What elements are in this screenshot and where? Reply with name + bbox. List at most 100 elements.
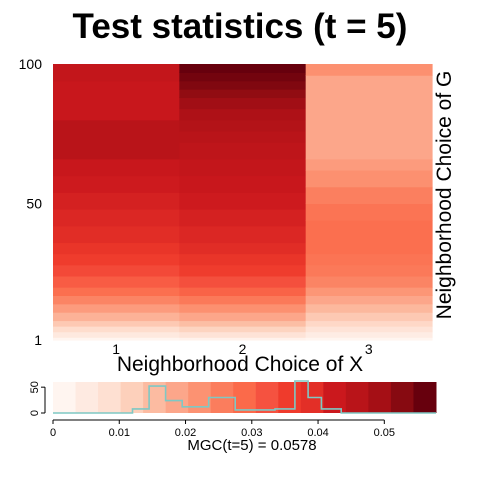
heatmap-cell [305,295,433,305]
heatmap-cell [179,253,307,266]
heatmap-cell [53,175,180,193]
heatmap-cell [179,72,307,82]
heatmap-cell [179,89,307,99]
mgc-caption: MGC(t=5) = 0.0578 [187,437,316,454]
heatmap-cell [305,220,433,255]
heatmap-cell [179,97,307,110]
heatmap-cell [305,337,433,341]
heatmap-y-axis: 1 50 100 [19,56,43,348]
heatmap-cell [53,275,180,288]
heatmap-cell [305,203,433,221]
heatmap-cell [53,331,180,338]
heatmap-cell [179,275,307,288]
x-axis-title: Neighborhood Choice of X [117,353,363,376]
colorbar-swatch [75,382,99,413]
colorbar-swatch [188,382,212,413]
heatmap-cell [179,108,307,121]
hist-x-tick-label: 0.02 [175,427,196,439]
heatmap-cell [179,130,307,143]
heatmap-cell [179,175,307,193]
heatmap-cell [53,208,180,227]
heatmap-cell [179,192,307,210]
heatmap-cell [53,295,180,305]
histogram-line [53,380,436,414]
y-tick-label: 1 [34,332,42,348]
colorbar-swatch [390,382,414,413]
heatmap-cell [179,337,307,341]
heatmap-cell [179,158,307,177]
hist-x-tick-label: 0.03 [241,427,262,439]
heatmap-cell [305,275,433,288]
colorbar-swatch [120,382,144,413]
heatmap-cell [53,225,180,244]
heatmap-cell [305,326,433,333]
heatmap-cell [179,264,307,277]
heatmap-cell [305,158,433,171]
heatmap-cell [53,80,180,121]
heatmap-cell [305,264,433,277]
heatmap-cell [305,75,433,160]
colorbar-swatch [98,382,122,413]
hist-y-tick-label: 50 [29,381,41,393]
hist-x-tick-label: 0.05 [374,427,395,439]
chart-title: Test statistics (t = 5) [73,7,408,46]
heatmap-cell [53,192,180,210]
heatmap-cell [53,264,180,277]
colorbar-swatch [255,382,279,413]
heatmap-cell [53,242,180,255]
heatmap-cell [305,169,433,188]
heatmap-cell [179,225,307,244]
heatmap-cell [305,331,433,338]
y-axis-title: Neighborhood Choice of G [433,71,456,320]
heatmap-cell [305,312,433,322]
heatmap-cell [53,158,180,177]
heatmap-cell [305,320,433,327]
heatmap-cell [305,64,433,76]
heatmap-cell [179,64,307,73]
x-tick-label: 2 [239,341,247,357]
colorbar-swatch [323,382,347,413]
colorbar-swatch [368,382,392,413]
heatmap-cell [53,312,180,322]
colorbar-swatch [165,382,189,413]
x-tick-label: 3 [365,341,373,357]
heatmap-cell [179,295,307,305]
heatmap-cell [53,119,180,160]
colorbar-swatch [413,382,437,413]
colorbar-swatch [345,382,369,413]
hist-y-tick-label: 0 [29,410,41,416]
hist-x-tick-label: 0 [50,427,56,439]
heatmap-cell [179,312,307,322]
heatmap-cell [305,287,433,296]
hist-x-tick-label: 0.01 [109,427,130,439]
heatmap-cell [179,320,307,327]
heatmap-cell [53,64,180,82]
heatmap-cell [53,337,180,341]
heatmap-x-axis: 1 2 3 [112,341,373,357]
histogram-colorbar-panel: 0 0.01 0.02 0.03 0.04 0.05 0 50 [29,380,437,439]
heatmap-cell [179,326,307,333]
heatmap-cell [305,253,433,266]
heatmap-cell [179,208,307,227]
heatmap-cell [53,303,180,313]
y-tick-label: 100 [19,56,43,72]
heatmap-cell [53,287,180,296]
hist-x-tick-label: 0.04 [307,427,328,439]
heatmap-cell [53,320,180,327]
heatmap-cell [305,303,433,313]
heatmap-cell [179,119,307,132]
heatmap-cell [53,253,180,266]
heatmap-cell [305,186,433,204]
y-tick-label: 50 [26,195,42,211]
heatmap-cell [179,242,307,255]
heatmap-cell [179,331,307,338]
x-tick-label: 1 [112,341,120,357]
colorbar-swatch [233,382,257,413]
heatmap-cell [179,303,307,313]
heatmap-cell [179,80,307,90]
colorbar-swatch [53,382,77,413]
heatmap-plot [53,64,433,341]
heatmap-cell [53,326,180,333]
heatmap-cell [179,142,307,160]
